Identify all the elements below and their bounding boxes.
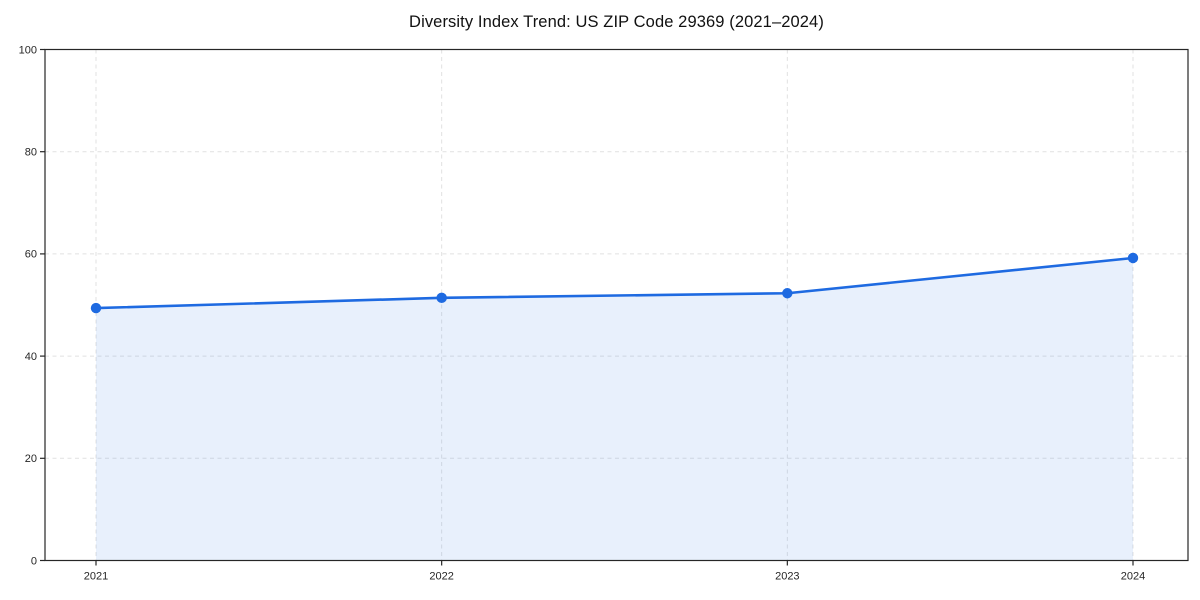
data-point-2023 <box>782 288 793 299</box>
x-tick-label-2024: 2024 <box>1121 571 1145 583</box>
chart-title: Diversity Index Trend: US ZIP Code 29369… <box>409 13 824 31</box>
data-point-2022 <box>436 292 447 304</box>
y-tick-label-20: 20 <box>25 453 37 465</box>
x-tick-label-2021: 2021 <box>84 571 108 583</box>
y-tick-label-40: 40 <box>25 351 37 363</box>
y-tick-label-100: 100 <box>19 44 37 56</box>
x-tick-label-2022: 2022 <box>429 571 453 583</box>
x-tick-label-2023: 2023 <box>775 571 799 583</box>
data-point-2021 <box>90 302 102 314</box>
area-fill <box>96 257 1133 561</box>
data-point-2024 <box>1127 252 1139 264</box>
trend-line <box>94 256 1135 310</box>
y-tick-label-60: 60 <box>25 249 37 261</box>
axes-spines <box>44 48 1189 562</box>
y-tick-label-80: 80 <box>25 147 37 159</box>
y-tick-label-0: 0 <box>31 555 37 567</box>
